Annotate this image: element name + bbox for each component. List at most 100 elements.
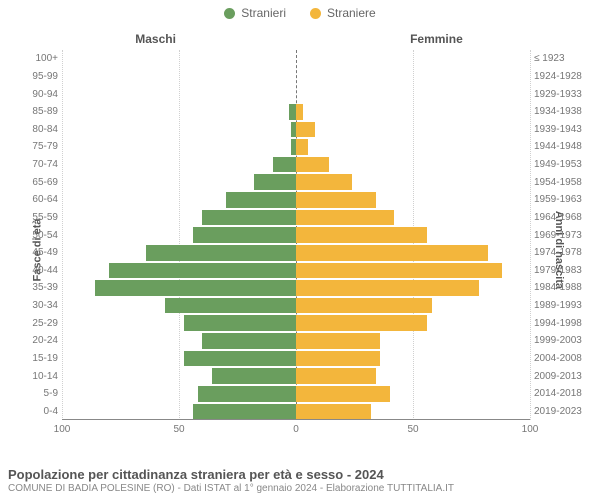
chart-footer: Popolazione per cittadinanza straniera p…	[8, 467, 592, 494]
birth-year-label: 1954-1958	[534, 177, 594, 188]
birth-year-label: 1979-1983	[534, 265, 594, 276]
bar-female	[296, 263, 502, 279]
age-label: 45-49	[14, 247, 58, 258]
gridline	[530, 50, 531, 420]
age-label: 40-44	[14, 265, 58, 276]
pyramid-row: 30-341989-1993	[62, 297, 530, 315]
column-header-female: Femmine	[410, 32, 463, 46]
birth-year-label: 2004-2008	[534, 353, 594, 364]
bar-male	[289, 104, 296, 120]
x-tick-label: 100	[54, 424, 71, 435]
age-label: 35-39	[14, 282, 58, 293]
age-label: 60-64	[14, 194, 58, 205]
bar-area	[62, 210, 530, 226]
bar-area	[62, 351, 530, 367]
birth-year-label: 1934-1938	[534, 106, 594, 117]
birth-year-label: 2009-2013	[534, 371, 594, 382]
bar-female	[296, 122, 315, 138]
pyramid-row: 5-92014-2018	[62, 385, 530, 403]
bar-female	[296, 139, 308, 155]
pyramid-row: 55-591964-1968	[62, 209, 530, 227]
birth-year-label: 1939-1943	[534, 124, 594, 135]
pyramid-row: 25-291994-1998	[62, 314, 530, 332]
age-label: 15-19	[14, 353, 58, 364]
birth-year-label: 1999-2003	[534, 335, 594, 346]
pyramid-row: 0-42019-2023	[62, 403, 530, 421]
pyramid-row: 95-991924-1928	[62, 68, 530, 86]
bar-area	[62, 104, 530, 120]
legend: Stranieri Straniere	[0, 0, 600, 20]
bar-female	[296, 368, 376, 384]
bar-male	[226, 192, 296, 208]
x-tick-label: 100	[522, 424, 539, 435]
age-label: 80-84	[14, 124, 58, 135]
birth-year-label: 1969-1973	[534, 230, 594, 241]
legend-label-male: Stranieri	[241, 6, 286, 20]
x-axis-line	[62, 419, 530, 420]
bar-area	[62, 386, 530, 402]
pyramid-row: 20-241999-2003	[62, 332, 530, 350]
birth-year-label: 1984-1988	[534, 282, 594, 293]
bar-female	[296, 245, 488, 261]
age-label: 30-34	[14, 300, 58, 311]
bar-female	[296, 315, 427, 331]
pyramid-row: 40-441979-1983	[62, 262, 530, 280]
bar-female	[296, 157, 329, 173]
legend-item-male: Stranieri	[224, 6, 286, 20]
legend-swatch-female	[310, 8, 321, 19]
birth-year-label: 1959-1963	[534, 194, 594, 205]
age-label: 90-94	[14, 89, 58, 100]
bar-area	[62, 280, 530, 296]
bar-male	[184, 351, 296, 367]
bar-area	[62, 368, 530, 384]
age-label: 65-69	[14, 177, 58, 188]
bar-area	[62, 139, 530, 155]
bar-area	[62, 298, 530, 314]
age-label: 100+	[14, 53, 58, 64]
pyramid-row: 45-491974-1978	[62, 244, 530, 262]
bar-area	[62, 404, 530, 420]
bar-female	[296, 104, 303, 120]
x-tick-label: 50	[173, 424, 184, 435]
pyramid-row: 60-641959-1963	[62, 191, 530, 209]
bar-female	[296, 192, 376, 208]
birth-year-label: 1944-1948	[534, 141, 594, 152]
bar-male	[165, 298, 296, 314]
bar-area	[62, 333, 530, 349]
birth-year-label: 1974-1978	[534, 247, 594, 258]
age-label: 10-14	[14, 371, 58, 382]
bar-male	[193, 227, 296, 243]
bar-area	[62, 86, 530, 102]
chart-subtitle: COMUNE DI BADIA POLESINE (RO) - Dati IST…	[8, 483, 592, 494]
bar-area	[62, 157, 530, 173]
bar-area	[62, 263, 530, 279]
bar-area	[62, 69, 530, 85]
chart-rows: 100+≤ 192395-991924-192890-941929-193385…	[62, 50, 530, 420]
bar-female	[296, 210, 394, 226]
bar-male	[184, 315, 296, 331]
age-label: 75-79	[14, 141, 58, 152]
x-axis-ticks: 10050050100	[62, 424, 530, 438]
birth-year-label: ≤ 1923	[534, 53, 594, 64]
bar-area	[62, 51, 530, 67]
bar-female	[296, 280, 479, 296]
birth-year-label: 2019-2023	[534, 406, 594, 417]
age-label: 85-89	[14, 106, 58, 117]
birth-year-label: 2014-2018	[534, 388, 594, 399]
bar-female	[296, 333, 380, 349]
bar-male	[198, 386, 296, 402]
x-tick-label: 0	[293, 424, 299, 435]
birth-year-label: 1989-1993	[534, 300, 594, 311]
pyramid-row: 80-841939-1943	[62, 121, 530, 139]
bar-female	[296, 386, 390, 402]
column-header-male: Maschi	[135, 32, 176, 46]
legend-swatch-male	[224, 8, 235, 19]
chart-title: Popolazione per cittadinanza straniera p…	[8, 467, 592, 482]
bar-male	[254, 174, 296, 190]
pyramid-row: 50-541969-1973	[62, 226, 530, 244]
bar-area	[62, 192, 530, 208]
bar-female	[296, 174, 352, 190]
bar-female	[296, 404, 371, 420]
bar-male	[95, 280, 296, 296]
legend-item-female: Straniere	[310, 6, 376, 20]
